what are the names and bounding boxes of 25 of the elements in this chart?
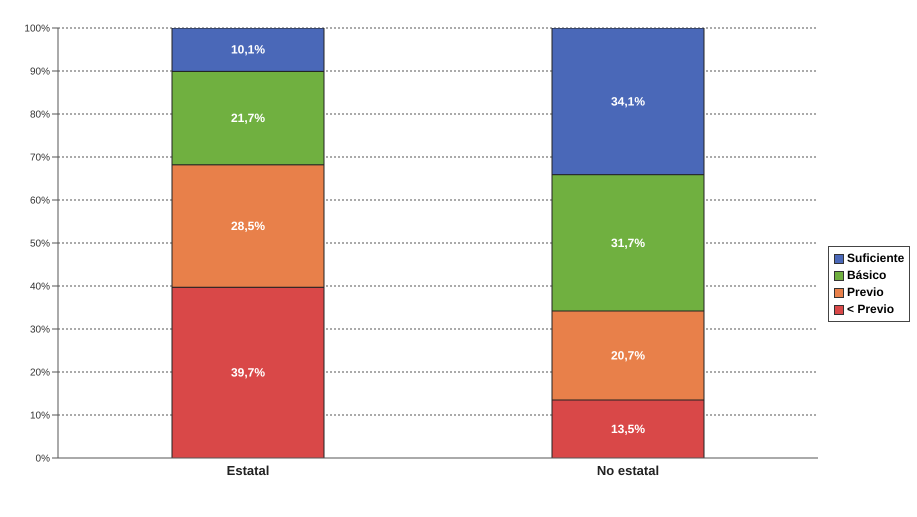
y-tick-label: 60% [30, 196, 50, 207]
data-label: 31,7% [610, 236, 646, 250]
data-label: 20,7% [610, 348, 646, 362]
data-label: 28,5% [230, 219, 266, 234]
x-tick-label: Estatal [226, 463, 270, 478]
data-label: 10,1% [230, 42, 266, 57]
y-tick-label: 40% [30, 282, 50, 293]
y-tick-label: 50% [30, 238, 50, 250]
y-tick-label: 20% [30, 368, 50, 379]
legend-label: Previo [847, 284, 884, 301]
y-tick-label: 30% [30, 324, 50, 336]
data-label: 13,5% [610, 422, 646, 436]
y-tick-label: 0% [36, 454, 50, 465]
legend-label: Suficiente [847, 250, 904, 267]
y-tick-label: 10% [30, 410, 50, 422]
y-tick-label: 80% [30, 110, 50, 121]
legend-label: < Previo [847, 301, 894, 318]
legend-label: Básico [847, 267, 886, 284]
data-label: 34,1% [610, 94, 646, 108]
data-label: 21,7% [230, 111, 266, 126]
data-label: 39,7% [230, 366, 266, 380]
x-tick-label: No estatal [596, 463, 660, 478]
y-tick-label: 90% [30, 66, 50, 78]
y-tick-label: 100% [24, 24, 50, 35]
y-tick-label: 70% [30, 152, 50, 164]
